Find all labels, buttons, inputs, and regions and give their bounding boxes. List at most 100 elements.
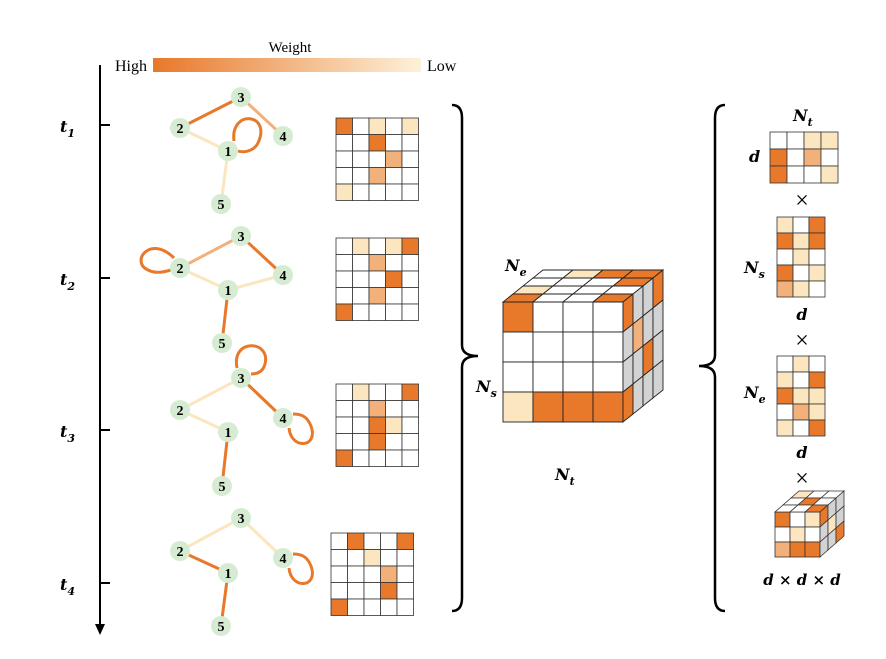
matrix-cell — [368, 117, 386, 135]
factor-cell — [776, 419, 794, 437]
time-label-t1: t1 — [60, 117, 75, 140]
cube-front-cell — [502, 361, 534, 393]
node-1 — [218, 563, 238, 583]
factor-cell — [792, 371, 810, 389]
cube-front-cell — [502, 301, 534, 333]
right-bracket — [698, 103, 726, 613]
matrix-cell — [380, 565, 398, 583]
factor-cell — [792, 216, 810, 234]
matrix-cell — [368, 287, 386, 305]
node-label-1: 1 — [225, 426, 232, 441]
decomp-d-label-top: d — [749, 147, 760, 166]
times-icon-2: × — [795, 328, 809, 354]
node-3 — [231, 226, 251, 246]
node-1 — [218, 141, 238, 161]
cube-front-cell — [562, 391, 594, 423]
factor-cell — [792, 355, 810, 373]
cube-front-cell — [532, 361, 564, 393]
node-label-3: 3 — [238, 230, 245, 245]
matrix-cell — [363, 532, 381, 550]
matrix-cell — [347, 598, 365, 616]
matrix-cell — [368, 134, 386, 152]
node-label-5: 5 — [218, 198, 225, 213]
matrix-cell — [352, 270, 370, 288]
factor-cell — [776, 264, 794, 282]
factor-cell — [820, 148, 839, 167]
matrix-cell — [401, 433, 419, 451]
matrix-cell — [352, 134, 370, 152]
edge-2-3 — [179, 516, 242, 553]
node-1 — [218, 422, 238, 442]
time-axis: t1 t2 t3 t4 — [60, 65, 110, 635]
legend-high-label: High — [115, 58, 147, 75]
matrix-cell — [401, 270, 419, 288]
factor-cell — [808, 264, 826, 282]
tensor-cube — [501, 269, 665, 423]
matrix-cell — [335, 183, 353, 201]
factor-cell — [769, 131, 788, 150]
left-bracket — [451, 103, 479, 613]
tensor-ns-label: Ns — [475, 377, 497, 400]
matrix-cell — [335, 134, 353, 152]
matrix-cell — [352, 433, 370, 451]
matrix-cell — [380, 532, 398, 550]
matrix-cell — [401, 150, 419, 168]
cube-front-cell — [592, 331, 624, 363]
matrix-cell — [401, 237, 419, 255]
matrix-cell — [396, 598, 414, 616]
matrix-cell — [335, 270, 353, 288]
graph-t4: 1 2 3 4 5 — [170, 508, 314, 636]
matrix-cell — [380, 549, 398, 567]
self-loop-4 — [287, 552, 314, 585]
core-front-cell — [804, 511, 821, 528]
node-3 — [231, 368, 251, 388]
self-loop-3 — [234, 344, 268, 376]
matrix-cell — [352, 237, 370, 255]
factor-cell — [792, 264, 810, 282]
core-front-cell — [789, 526, 806, 543]
factor-cell — [776, 248, 794, 266]
matrix-cell — [385, 270, 403, 288]
matrix-cell — [363, 598, 381, 616]
matrix-cell — [368, 449, 386, 467]
matrix-cell — [385, 400, 403, 418]
decomp-ne-label: Ne — [743, 383, 766, 406]
node-3 — [231, 87, 251, 107]
cube-front-cell — [592, 391, 624, 423]
matrix-cell — [352, 287, 370, 305]
edge-2-3 — [179, 376, 242, 412]
time-label-t4: t4 — [60, 575, 75, 598]
factor-cell — [808, 216, 826, 234]
matrix-cell — [368, 183, 386, 201]
matrix-cell — [380, 582, 398, 600]
legend-low-label: Low — [427, 58, 457, 75]
adjacency-matrix-t4 — [330, 532, 414, 616]
cube-front-cell — [562, 361, 594, 393]
node-label-1: 1 — [225, 567, 232, 582]
matrix-cell — [363, 582, 381, 600]
matrix-cell — [401, 254, 419, 272]
matrix-cell — [385, 449, 403, 467]
core-front-cell — [789, 511, 806, 528]
matrix-cell — [401, 400, 419, 418]
matrix-cell — [368, 383, 386, 401]
matrix-cell — [335, 383, 353, 401]
matrix-cell — [401, 383, 419, 401]
matrix-cell — [352, 167, 370, 185]
matrix-cell — [330, 565, 348, 583]
node-4 — [273, 548, 293, 568]
factor-cell — [820, 131, 839, 150]
factor-cell — [776, 371, 794, 389]
node-label-5: 5 — [219, 337, 226, 352]
matrix-cell — [330, 582, 348, 600]
factor-cell — [792, 419, 810, 437]
factor-cell — [808, 419, 826, 437]
self-loop-2 — [139, 247, 176, 274]
factor-cell — [803, 148, 822, 167]
matrix-cell — [352, 117, 370, 135]
node-label-1: 1 — [225, 145, 232, 160]
factor-cell — [792, 248, 810, 266]
factor-matrix-space — [776, 216, 826, 298]
matrix-cell — [352, 254, 370, 272]
